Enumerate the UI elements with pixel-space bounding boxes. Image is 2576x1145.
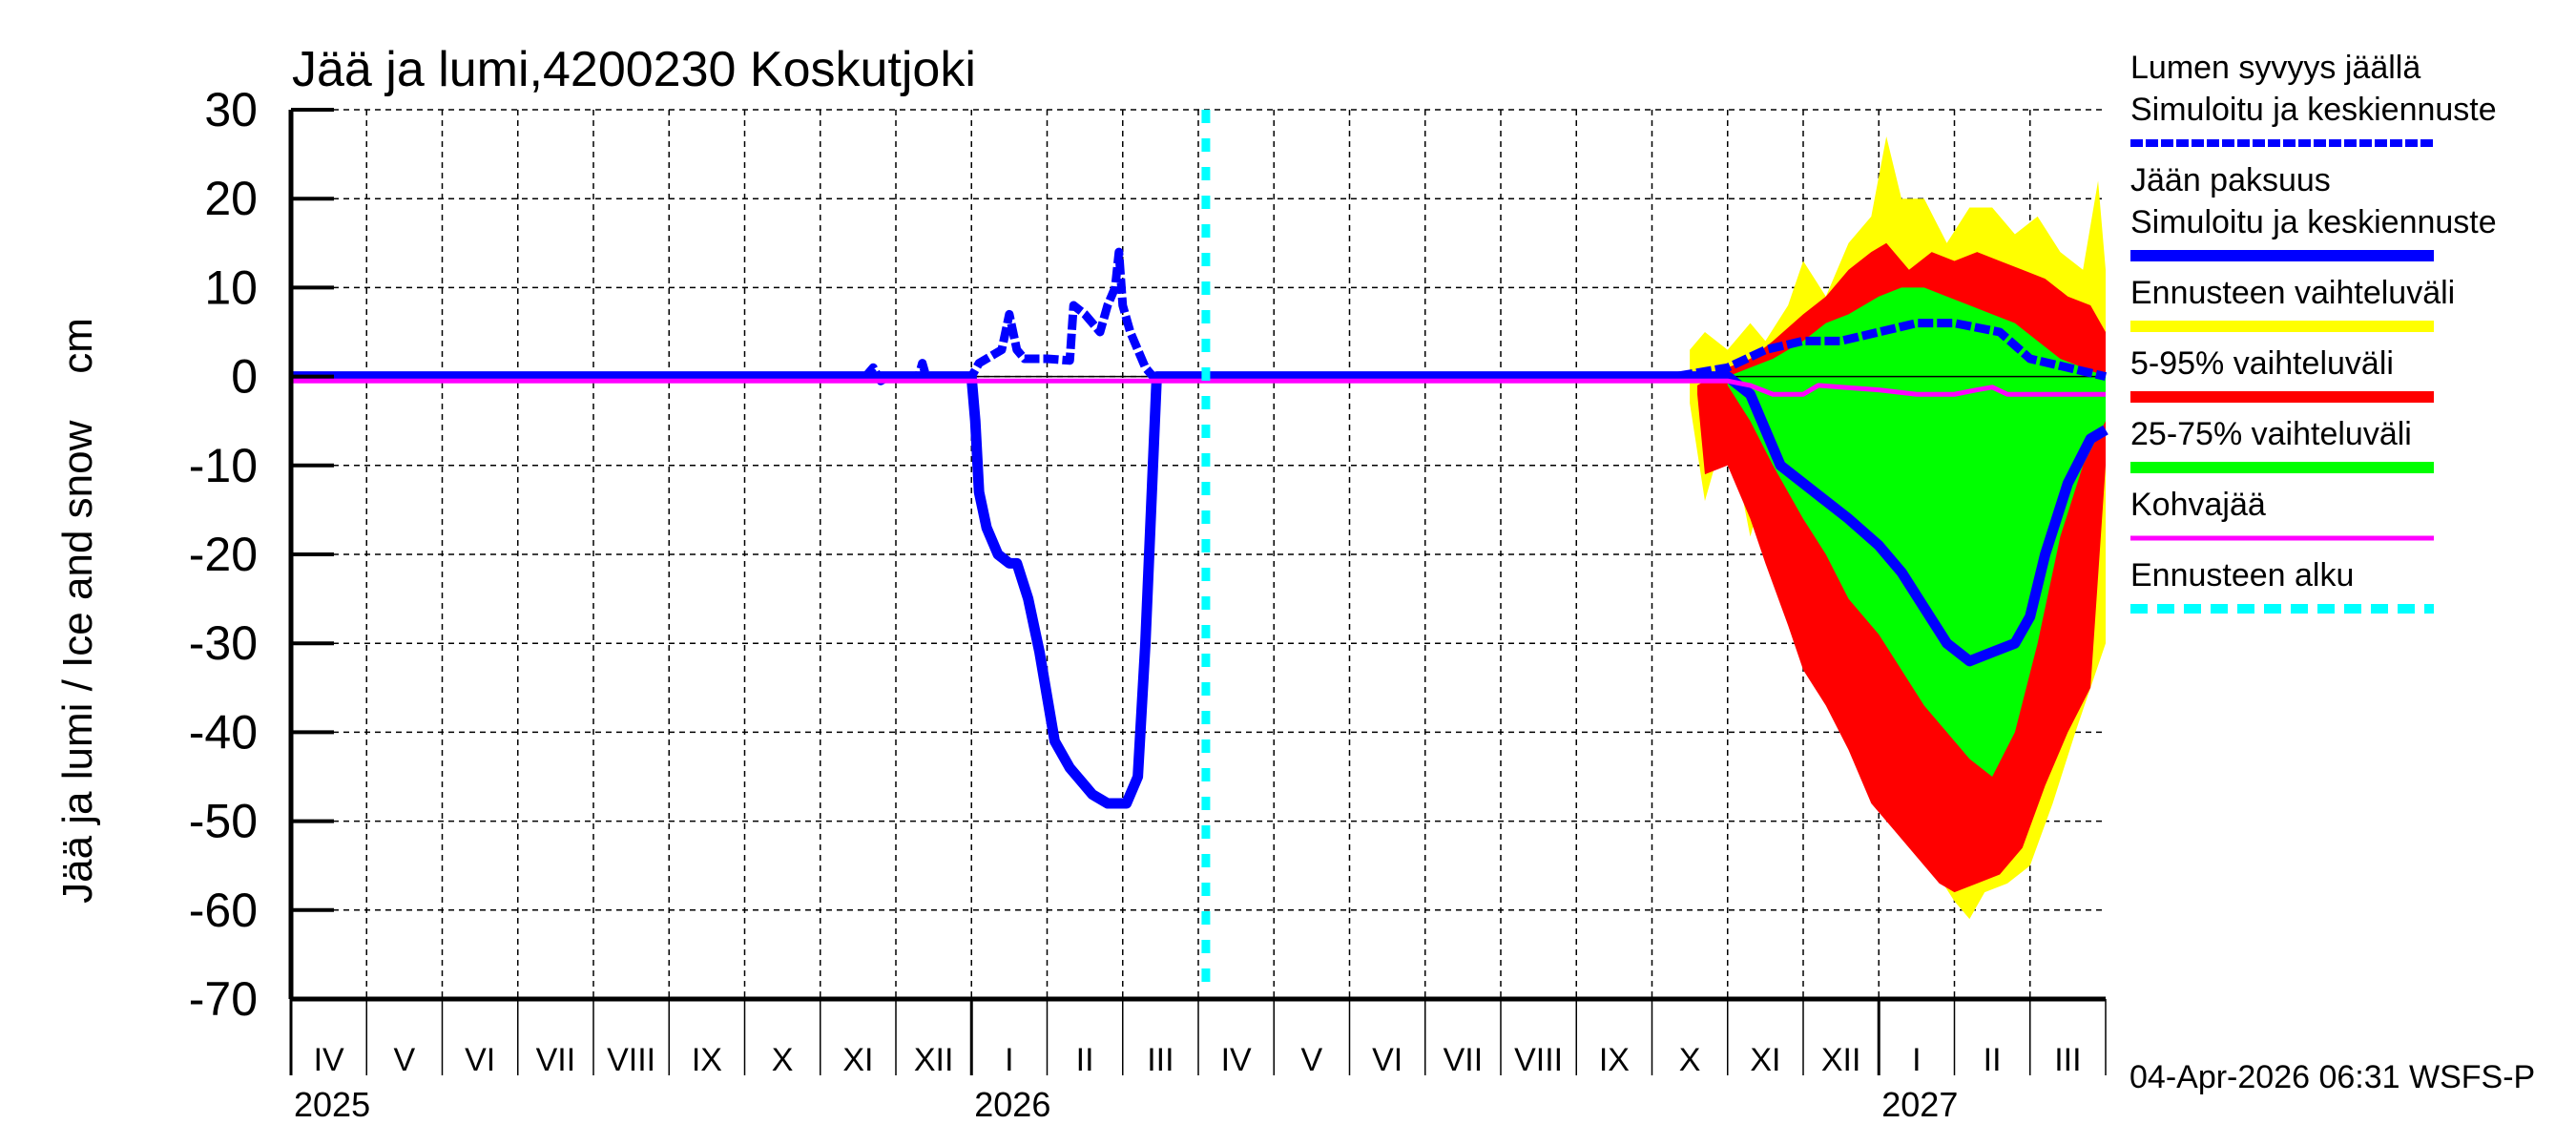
month-label: V — [1301, 1042, 1323, 1078]
legend-label: Ennusteen alku — [2130, 557, 2354, 593]
y-tick-label: -10 — [189, 439, 258, 492]
month-label: II — [1076, 1042, 1094, 1078]
band-25-75-vaihteluv-li — [1727, 287, 2106, 777]
y-tick-label: -60 — [189, 884, 258, 937]
y-tick-label: -20 — [189, 528, 258, 581]
legend-item: Ennusteen vaihteluväli — [2130, 275, 2455, 332]
month-label: IX — [1599, 1042, 1630, 1078]
month-label: XII — [1821, 1042, 1861, 1078]
month-label: VI — [465, 1042, 495, 1078]
month-label: I — [1912, 1042, 1921, 1078]
month-label: VI — [1372, 1042, 1402, 1078]
month-label: II — [1984, 1042, 2002, 1078]
legend-item: Ennusteen alku — [2130, 557, 2434, 614]
y-tick-label: -50 — [189, 795, 258, 848]
y-tick-label: -40 — [189, 705, 258, 759]
y-tick-label: 20 — [204, 172, 258, 225]
year-label: 2027 — [1881, 1085, 1958, 1124]
forecast-bands — [1690, 135, 2106, 920]
legend-label: Jään paksuus — [2130, 162, 2331, 198]
month-label: VIII — [1514, 1042, 1563, 1078]
chart-title: Jää ja lumi,4200230 Koskutjoki — [292, 42, 976, 97]
month-label: X — [1679, 1042, 1701, 1078]
legend-sublabel: Simuloitu ja keskiennuste — [2130, 204, 2497, 240]
y-tick-label: -30 — [189, 616, 258, 670]
month-label: V — [394, 1042, 416, 1078]
legend-item: Kohvajää — [2130, 487, 2434, 541]
month-label: IV — [314, 1042, 344, 1078]
y-tick-label: -70 — [189, 972, 258, 1026]
month-label: VII — [536, 1042, 576, 1078]
legend-sublabel: Simuloitu ja keskiennuste — [2130, 92, 2497, 128]
legend-label: 5-95% vaihteluväli — [2130, 345, 2394, 382]
y-axis-label: Jää ja lumi / Ice and snow cm — [54, 318, 101, 904]
month-label: III — [2054, 1042, 2081, 1078]
month-label: VII — [1444, 1042, 1484, 1078]
month-label: XI — [842, 1042, 873, 1078]
timestamp-footer: 04-Apr-2026 06:31 WSFS-P — [2129, 1059, 2535, 1095]
legend-item: Jään paksuus Simuloitu ja keskiennuste — [2130, 162, 2497, 261]
legend-label: Kohvajää — [2130, 487, 2266, 523]
legend-item: 25-75% vaihteluväli — [2130, 416, 2434, 473]
month-label: X — [772, 1042, 794, 1078]
legend-label: 25-75% vaihteluväli — [2130, 416, 2412, 452]
year-label: 2026 — [974, 1085, 1050, 1124]
month-label: I — [1005, 1042, 1013, 1078]
legend: Lumen syvyys jäällä Simuloitu ja keskienn… — [2130, 50, 2497, 614]
month-label: IX — [692, 1042, 722, 1078]
legend-item: Lumen syvyys jäällä Simuloitu ja keskienn… — [2130, 50, 2497, 147]
month-label: VIII — [607, 1042, 655, 1078]
y-tick-label: 10 — [204, 260, 258, 314]
month-label: XI — [1750, 1042, 1780, 1078]
year-label: 2025 — [294, 1085, 370, 1124]
y-tick-label: 0 — [231, 350, 258, 404]
month-label: XII — [914, 1042, 954, 1078]
legend-item: 5-95% vaihteluväli — [2130, 345, 2434, 403]
month-label: IV — [1221, 1042, 1252, 1078]
legend-label: Ennusteen vaihteluväli — [2130, 275, 2455, 311]
data-series — [291, 247, 2109, 809]
y-tick-label: 30 — [204, 83, 258, 136]
month-label: III — [1147, 1042, 1174, 1078]
legend-label: Lumen syvyys jäällä — [2130, 50, 2420, 86]
